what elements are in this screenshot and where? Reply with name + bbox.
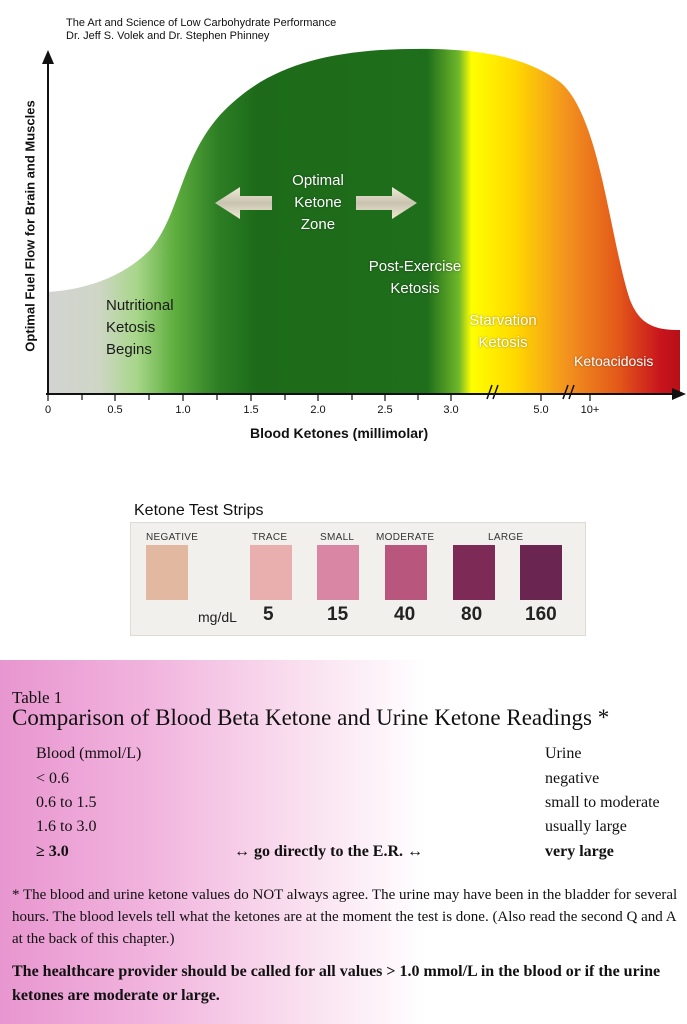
zone-label-line: Ketosis xyxy=(106,319,156,336)
source-line-authors: Dr. Jeff S. Volek and Dr. Stephen Phinne… xyxy=(66,30,270,42)
strip-header-trace: TRACE xyxy=(252,532,288,543)
strip-header-negative: NEGATIVE xyxy=(146,532,199,543)
zone-label-line: Ketone xyxy=(294,194,342,211)
strip-header-small: SMALL xyxy=(320,532,355,543)
column-header-urine: Urine xyxy=(545,745,582,762)
optimal-zone-arrow xyxy=(215,187,417,219)
table-label: Table 1 xyxy=(12,688,63,707)
ketone-curve-area xyxy=(48,48,680,394)
zone-label-optimal-ketone: Optimal Ketone Zone xyxy=(268,170,368,236)
strip-value: 15 xyxy=(327,604,349,625)
zone-label-line: Ketosis xyxy=(390,280,440,297)
zone-label-line: Optimal xyxy=(292,172,344,189)
table-footnote: * The blood and urine ketone values do N… xyxy=(12,887,678,947)
zone-label-line: Post-Exercise xyxy=(368,258,462,275)
x-axis-arrowhead xyxy=(672,388,686,400)
axis-break-marks xyxy=(486,384,575,400)
table-row-urine: small to moderate xyxy=(545,794,660,811)
strip-swatch-large-80 xyxy=(453,545,495,600)
strip-value: 160 xyxy=(525,604,557,625)
zone-label-starvation: Starvation Ketosis xyxy=(455,310,551,354)
table-row-er-note: ↔ go directly to the E.R. ↔ xyxy=(234,843,424,860)
tick-label: 5.0 xyxy=(533,404,549,416)
table-row-blood: 0.6 to 1.5 xyxy=(36,794,97,811)
table-row-urine: very large xyxy=(545,843,614,860)
strip-value: 80 xyxy=(461,604,483,625)
strips-title: Ketone Test Strips xyxy=(134,502,264,519)
tick-label: 3.0 xyxy=(443,404,459,416)
tick-label: 1.5 xyxy=(243,404,259,416)
y-axis-arrowhead xyxy=(42,50,54,64)
zone-label-ketoacidosis: Ketoacidosis xyxy=(574,353,654,369)
tick-label: 1.0 xyxy=(175,404,191,416)
table-row-urine: negative xyxy=(545,770,600,787)
strip-header-moderate: MODERATE xyxy=(376,532,435,543)
x-axis-ticks xyxy=(47,394,591,401)
strip-swatch-moderate xyxy=(385,545,427,600)
ketone-curve-chart xyxy=(42,48,686,401)
strip-swatch-small xyxy=(317,545,359,600)
tick-label: 0 xyxy=(44,404,52,416)
tick-label: 0.5 xyxy=(107,404,123,416)
table-title: Comparison of Blood Beta Ketone and Urin… xyxy=(12,705,610,730)
table-provider-note: The healthcare provider should be called… xyxy=(12,963,661,1004)
table-row-blood: ≥ 3.0 xyxy=(36,843,69,860)
tick-label: 2.5 xyxy=(377,404,393,416)
zone-label-line: Starvation xyxy=(469,312,537,329)
strip-swatch-large-160 xyxy=(520,545,562,600)
zone-label-nutritional-ketosis: Nutritional Ketosis Begins xyxy=(106,295,216,361)
strip-unit-label: mg/dL xyxy=(198,609,237,625)
strip-value: 5 xyxy=(263,604,274,625)
source-line-title: The Art and Science of Low Carbohydrate … xyxy=(66,17,337,29)
table-row-blood: < 0.6 xyxy=(36,770,70,787)
strip-swatch-trace xyxy=(250,545,292,600)
table-row-blood: 1.6 to 3.0 xyxy=(36,818,97,835)
tick-label: 10+ xyxy=(580,404,600,416)
zone-label-line: Nutritional xyxy=(106,297,174,314)
zone-label-line: Begins xyxy=(106,341,152,358)
zone-label-line: Zone xyxy=(300,216,336,233)
strip-value: 40 xyxy=(394,604,416,625)
strip-swatch-negative xyxy=(146,545,188,600)
zone-label-line: Ketosis xyxy=(478,334,528,351)
table-background xyxy=(0,660,687,1024)
x-axis-label: Blood Ketones (millimolar) xyxy=(250,425,429,441)
column-header-blood: Blood (mmol/L) xyxy=(36,745,142,762)
y-axis-label: Optimal Fuel Flow for Brain and Muscles xyxy=(22,100,38,352)
strip-header-large: LARGE xyxy=(488,532,524,543)
zone-label-post-exercise: Post-Exercise Ketosis xyxy=(355,256,475,300)
tick-label: 2.0 xyxy=(310,404,326,416)
table-row-urine: usually large xyxy=(545,818,627,835)
